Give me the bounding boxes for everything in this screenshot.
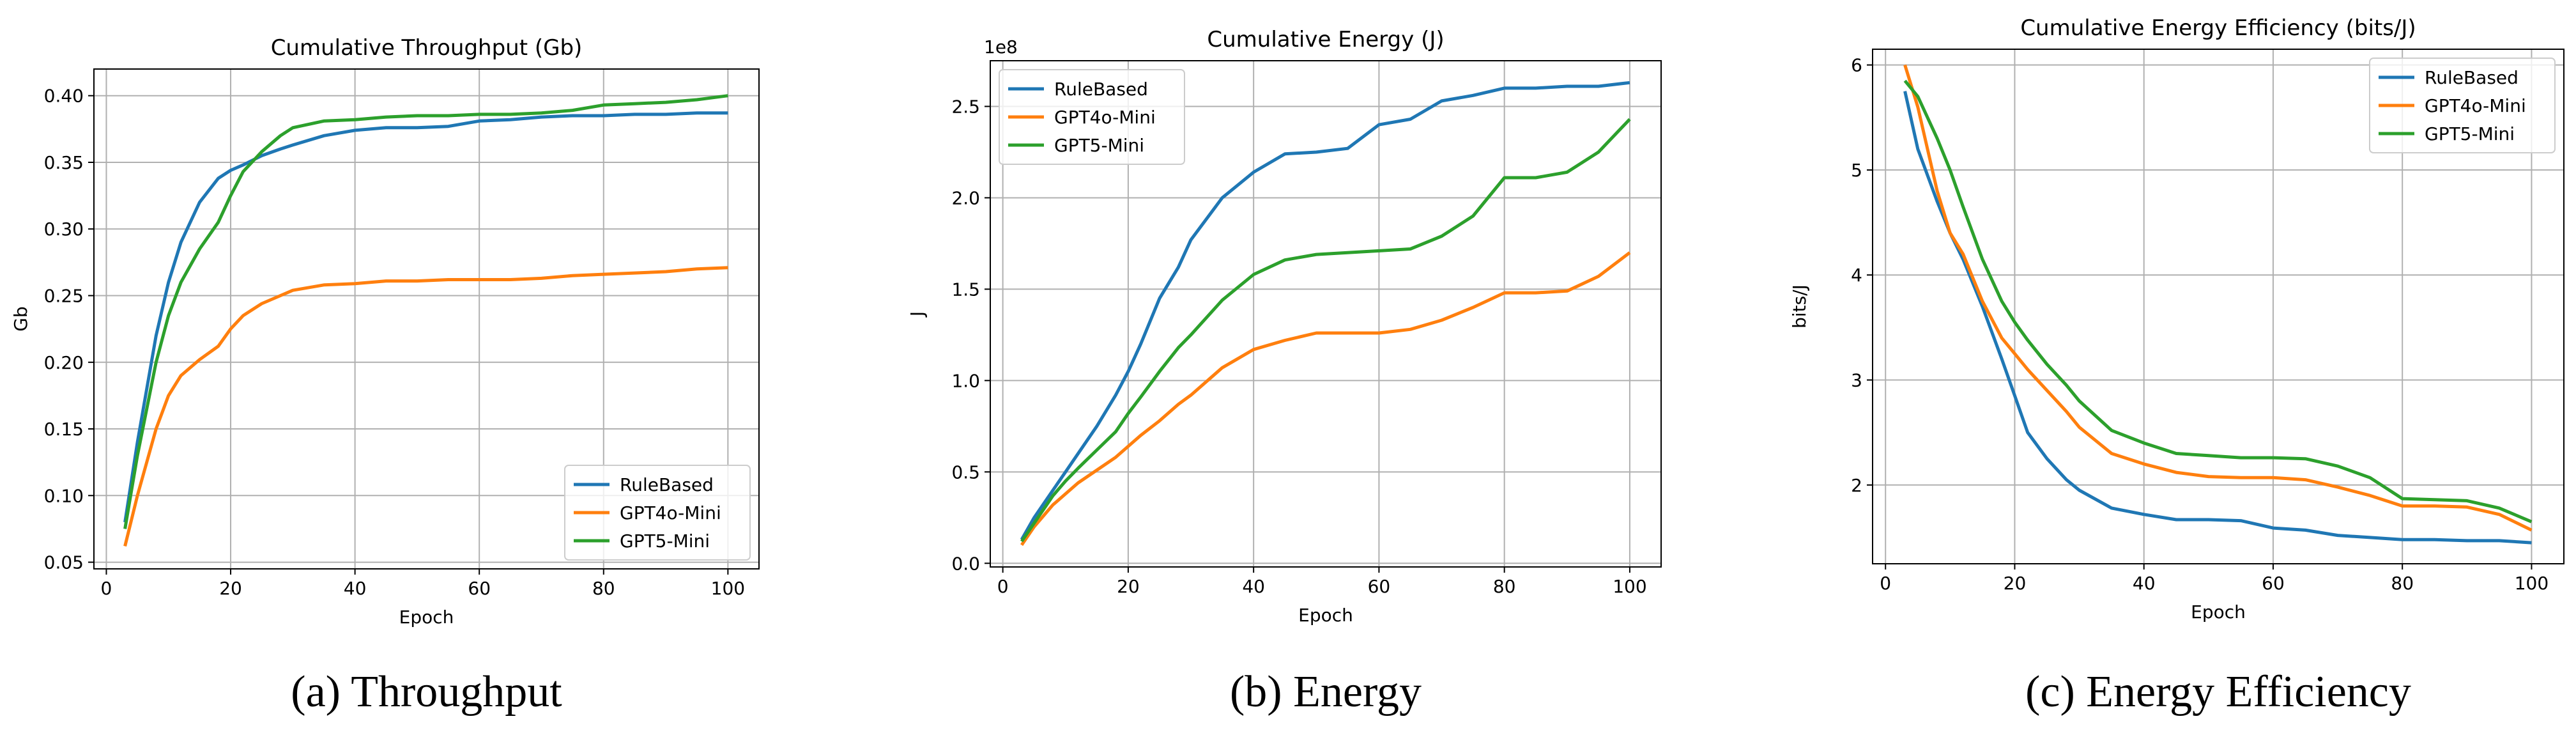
legend-label: GPT4o-Mini <box>620 502 721 523</box>
legend-label: GPT5-Mini <box>1054 135 1144 156</box>
x-tick-label: 80 <box>1493 576 1516 597</box>
caption: (a) Throughput <box>291 667 562 717</box>
x-tick-label: 60 <box>1368 576 1391 597</box>
y-tick-label: 0.15 <box>44 419 84 440</box>
y-tick-label: 0.20 <box>44 352 84 373</box>
legend-box <box>564 465 751 561</box>
x-tick-label: 80 <box>592 578 615 599</box>
legend: RuleBased GPT4o-Mini GPT5-Mini <box>2369 58 2556 153</box>
data-line <box>1020 81 1630 541</box>
legend-label: GPT5-Mini <box>620 531 710 552</box>
x-tick-label: 40 <box>2133 573 2156 594</box>
legend-label: GPT4o-Mini <box>1054 107 1156 128</box>
y-tick-label: 6 <box>1851 55 1862 76</box>
legend-label: RuleBased <box>2425 67 2518 88</box>
legend-box <box>999 69 1185 165</box>
y-tick-label: 0.35 <box>44 152 84 173</box>
legend-label: GPT5-Mini <box>2425 123 2515 144</box>
data-line <box>123 94 728 529</box>
y-tick-label: 0.25 <box>44 286 84 307</box>
x-tick-label: 60 <box>2262 573 2285 594</box>
chart-title: Cumulative Energy Efficiency (bits/J) <box>2020 15 2416 41</box>
legend-label: RuleBased <box>620 474 714 495</box>
y-tick-label: 2.0 <box>951 187 980 208</box>
y-axis-label: Gb <box>10 306 31 331</box>
x-tick-label: 20 <box>2004 573 2027 594</box>
data-line <box>1020 251 1631 546</box>
data-line <box>1903 91 2532 545</box>
caption: (b) Energy <box>1230 667 1422 717</box>
plot-frame <box>1872 49 2564 564</box>
data-line <box>1903 79 2533 523</box>
legend-label: GPT4o-Mini <box>2425 95 2526 116</box>
chart-title: Cumulative Energy (J) <box>1207 27 1444 52</box>
x-axis-label: Epoch <box>399 607 454 628</box>
x-tick-label: 100 <box>1613 576 1646 597</box>
x-tick-label: 0 <box>1880 573 1891 594</box>
chart-title: Cumulative Throughput (Gb) <box>271 35 583 61</box>
y-tick-label: 2.5 <box>951 96 980 117</box>
y-tick-label: 4 <box>1851 265 1862 286</box>
y-tick-label: 0.05 <box>44 552 84 573</box>
caption: (c) Energy Efficiency <box>2025 667 2411 717</box>
y-tick-label: 0.5 <box>951 461 980 483</box>
y-tick-label: 3 <box>1851 370 1862 391</box>
legend-label: RuleBased <box>1054 79 1148 100</box>
y-tick-label: 2 <box>1851 475 1862 496</box>
y-axis-offset: 1e8 <box>984 36 1018 58</box>
plot-frame <box>990 60 1662 568</box>
y-tick-label: 0.40 <box>44 86 84 107</box>
y-tick-label: 1.0 <box>951 370 980 391</box>
y-tick-label: 0.0 <box>951 553 980 574</box>
y-tick-label: 1.5 <box>951 279 980 300</box>
data-line <box>123 266 728 547</box>
legend: RuleBased GPT4o-Mini GPT5-Mini <box>999 69 1185 165</box>
data-line <box>1020 118 1631 543</box>
x-tick-label: 40 <box>1242 576 1265 597</box>
y-axis-label: J <box>907 311 928 318</box>
x-tick-label: 80 <box>2391 573 2414 594</box>
y-tick-label: 0.10 <box>44 485 84 506</box>
x-tick-label: 40 <box>344 578 367 599</box>
y-tick-label: 5 <box>1851 160 1862 181</box>
legend-box <box>2369 58 2556 153</box>
y-axis-label: bits/J <box>1789 284 1810 329</box>
data-line <box>123 111 728 523</box>
x-tick-label: 0 <box>101 578 112 599</box>
x-tick-label: 100 <box>711 578 745 599</box>
plot-frame <box>93 68 760 570</box>
x-tick-label: 60 <box>468 578 491 599</box>
x-tick-label: 100 <box>2515 573 2549 594</box>
x-axis-label: Epoch <box>2191 601 2246 623</box>
x-tick-label: 20 <box>1117 576 1140 597</box>
y-tick-label: 0.30 <box>44 219 84 240</box>
legend: RuleBased GPT4o-Mini GPT5-Mini <box>564 465 751 561</box>
data-line <box>1903 64 2533 532</box>
x-tick-label: 20 <box>219 578 242 599</box>
x-axis-label: Epoch <box>1298 605 1353 626</box>
x-tick-label: 0 <box>997 576 1009 597</box>
